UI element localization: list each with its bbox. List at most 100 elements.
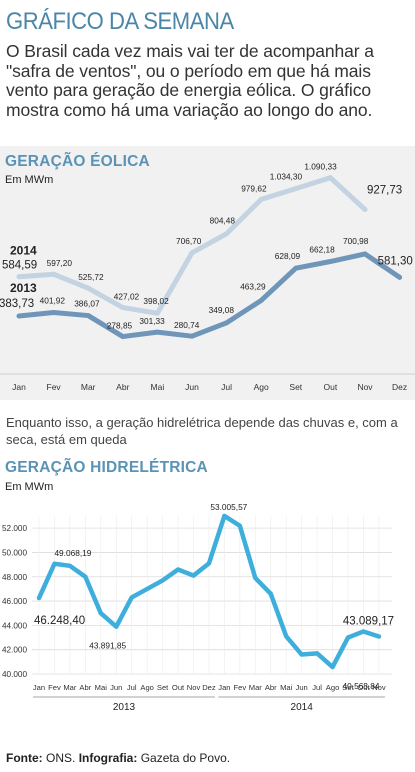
wind-series-label-2013: 2013 — [10, 281, 37, 295]
wind-2013-label-Jul: 349,08 — [209, 305, 235, 315]
hydro-x-tick-Mar: Mar — [63, 683, 77, 692]
source-label: Fonte: — [6, 751, 43, 765]
hydro-point-22 — [376, 634, 381, 639]
hydro-point-5 — [114, 624, 119, 629]
wind-2014-label-Fev: 597,20 — [47, 258, 73, 268]
wind-2014-label-Jun: 706,70 — [176, 236, 202, 246]
hydro-x-tick-Jul: Jul — [312, 683, 322, 692]
wind-2013-point-Nov — [362, 251, 368, 257]
wind-2014-label-Out: 1.090,33 — [304, 162, 337, 172]
section-title: GRÁFICO DA SEMANA — [6, 8, 234, 35]
wind-2014-label-Jul: 804,48 — [210, 216, 236, 226]
wind-2013-point-Mar — [85, 313, 91, 318]
infographic-label: Infografia: — [78, 751, 138, 765]
wind-2013-point-Dez — [397, 274, 402, 280]
wind-2013-point-Set — [293, 265, 299, 271]
hydro-x-tick-Mai: Mai — [280, 683, 293, 692]
wind-2013-point-Jun — [189, 333, 195, 339]
wind-2013-point-Jul — [224, 320, 230, 326]
wind-2013-label-Ago: 463,29 — [240, 281, 266, 291]
wind-2014-point-Mar — [85, 285, 91, 291]
hydro-x-tick-Ago: Ago — [140, 683, 154, 692]
hydro-x-tick-Abr: Abr — [265, 683, 277, 692]
wind-x-tick-Jul: Jul — [221, 382, 232, 392]
hydro-x-tick-Fev: Fev — [234, 683, 247, 692]
wind-2014-label-Abr: 427,02 — [114, 292, 140, 302]
hydro-point-8 — [160, 578, 165, 583]
connector-text: Enquanto isso, a geração hidrelétrica de… — [6, 415, 398, 447]
hydro-point-17 — [299, 652, 304, 657]
hydro-annotation-22: 43.089,17 — [343, 615, 394, 627]
hydro-annotation-1: 49.068,19 — [54, 548, 91, 558]
hydro-x-tick-Mai: Mai — [95, 683, 108, 692]
hydro-x-tick-Mar: Mar — [249, 683, 263, 692]
hydro-x-tick-Jul: Jul — [127, 683, 137, 692]
footer-credits: Fonte: ONS. Infografia: Gazeta do Povo. — [6, 751, 230, 765]
hydro-y-tick: 40.000 — [2, 670, 27, 679]
hydro-point-0 — [37, 596, 41, 601]
hydro-chart: 40.000 42.000 44.000 46.000 48.000 50.000 52.0… — [2, 502, 394, 713]
wind-2013-point-Fev — [51, 310, 56, 315]
hydro-chart-title: GERAÇÃO HIDRELÉTRICA — [5, 459, 208, 476]
wind-x-tick-Out: Out — [324, 382, 338, 392]
wind-x-tick-Fev: Fev — [47, 382, 62, 392]
wind-2013-point-Out — [328, 259, 333, 264]
wind-x-tick-Ago: Ago — [254, 382, 269, 392]
wind-x-tick-Abr: Abr — [116, 382, 129, 392]
hydro-x-tick-Out: Out — [172, 683, 185, 692]
hydro-y-tick: 48.000 — [2, 573, 27, 582]
wind-x-tick-Dez: Dez — [392, 382, 407, 392]
hydro-x-tick-Jun: Jun — [110, 683, 122, 692]
hydro-y-tick: 50.000 — [2, 548, 27, 557]
hydro-point-20 — [346, 635, 350, 640]
wind-2013-point-Mai — [155, 329, 160, 335]
wind-2014-point-Set — [293, 186, 299, 192]
hydro-x-tick-Set: Set — [157, 683, 169, 692]
hydro-point-12 — [222, 513, 227, 518]
wind-2013-label-Abr: 278,85 — [107, 321, 133, 331]
hydro-point-21 — [361, 629, 366, 634]
hydro-point-6 — [129, 595, 134, 600]
wind-2014-point-Jun — [189, 250, 195, 256]
wind-2013-label-Nov: 700,98 — [343, 236, 369, 246]
hydro-x-tick-Dez: Dez — [202, 683, 216, 692]
hydro-point-9 — [176, 567, 181, 572]
hydro-y-tick: 44.000 — [2, 621, 27, 630]
hydro-point-2 — [67, 563, 72, 568]
wind-2014-point-Ago — [258, 196, 264, 202]
hydro-point-4 — [98, 611, 103, 616]
wind-x-tick-Mar: Mar — [81, 382, 96, 392]
hydro-point-10 — [191, 573, 196, 578]
lead-paragraph: O Brasil cada vez mais vai ter de acompa… — [6, 41, 374, 120]
wind-2014-point-Jul — [224, 231, 230, 237]
hydro-year-label-2013: 2013 — [113, 702, 136, 713]
wind-2013-point-Ago — [258, 298, 264, 303]
wind-2014-point-Out — [328, 175, 333, 181]
hydro-point-14 — [253, 575, 258, 580]
hydro-x-tick-Jan: Jan — [33, 683, 45, 692]
wind-2013-label-Fev: 401,92 — [40, 295, 66, 305]
hydro-annotation-12: 53.005,57 — [210, 502, 247, 512]
hydro-x-tick-Fev: Fev — [48, 683, 61, 692]
infographic-value: Gazeta do Povo. — [140, 751, 231, 765]
wind-x-tick-Jan: Jan — [12, 382, 26, 392]
hydro-x-tick-Abr: Abr — [79, 683, 91, 692]
wind-2013-label-Mai: 301,33 — [139, 316, 165, 326]
wind-2014-label-Mai: 398,02 — [143, 296, 169, 306]
wind-2014-point-Abr — [120, 305, 126, 310]
wind-chart-unit: Em MWm — [5, 174, 54, 186]
hydro-x-tick-Set: Set — [342, 683, 354, 692]
wind-2014-label-Jan: 584,59 — [2, 260, 37, 272]
hydro-point-13 — [237, 523, 242, 528]
hydro-annotation-0: 46.248,40 — [34, 615, 85, 627]
wind-x-tick-Nov: Nov — [357, 382, 373, 392]
hydro-point-15 — [268, 591, 273, 596]
wind-2014-point-Mai — [155, 310, 160, 316]
wind-chart-panel: GERAÇÃO ÉOLICA Em MWm 584,59 597,20 525,72… — [0, 146, 415, 400]
hydro-point-3 — [83, 574, 88, 579]
wind-2013-label-Mar: 386,07 — [74, 299, 100, 309]
wind-2013-label-Dez: 581,30 — [378, 255, 413, 267]
wind-2014-label-Set: 1.034,30 — [270, 172, 303, 182]
wind-2013-label-Set: 628,09 — [275, 251, 301, 261]
hydro-x-tick-Jan: Jan — [218, 683, 230, 692]
